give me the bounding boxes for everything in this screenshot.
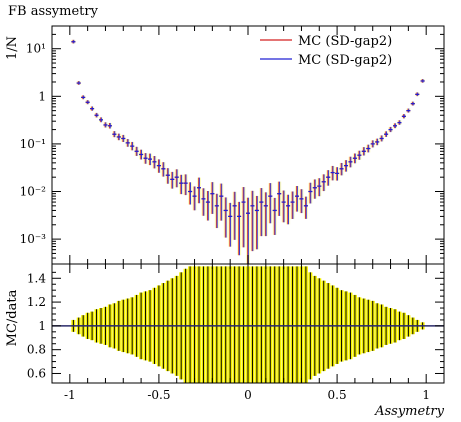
legend-entry-1: MC (SD-gap2) [298, 34, 392, 49]
top-y-tick-label: 1 [38, 89, 46, 103]
bottom-y-tick-label: 1.2 [27, 295, 46, 309]
y-axis-label-top: 1/N [5, 36, 20, 60]
bottom-y-tick-label: 0.8 [27, 343, 46, 357]
bottom-y-tick-label: 1 [38, 319, 46, 333]
top-y-tick-label: 10⁻¹ [20, 137, 46, 151]
x-tick-label: 0 [244, 388, 252, 402]
bottom-y-tick-label: 0.6 [27, 366, 46, 380]
x-axis-label: Assymetry [374, 404, 445, 419]
chart-title: FB assymetry [8, 4, 98, 19]
legend-entry-2: MC (SD-gap2) [298, 53, 392, 68]
x-tick-label: -1 [64, 388, 76, 402]
x-tick-label: 1 [422, 388, 430, 402]
x-tick-label: 0.5 [328, 388, 347, 402]
x-tick-label: -0.5 [147, 388, 170, 402]
top-y-tick-label: 10⁻² [20, 185, 47, 199]
top-y-tick-label: 10¹ [26, 42, 46, 56]
top-y-tick-label: 10⁻³ [20, 232, 47, 246]
legend: MC (SD-gap2) MC (SD-gap2) [260, 34, 392, 68]
y-axis-label-bottom: MC/data [5, 289, 20, 346]
bottom-y-tick-label: 1.4 [27, 271, 46, 285]
